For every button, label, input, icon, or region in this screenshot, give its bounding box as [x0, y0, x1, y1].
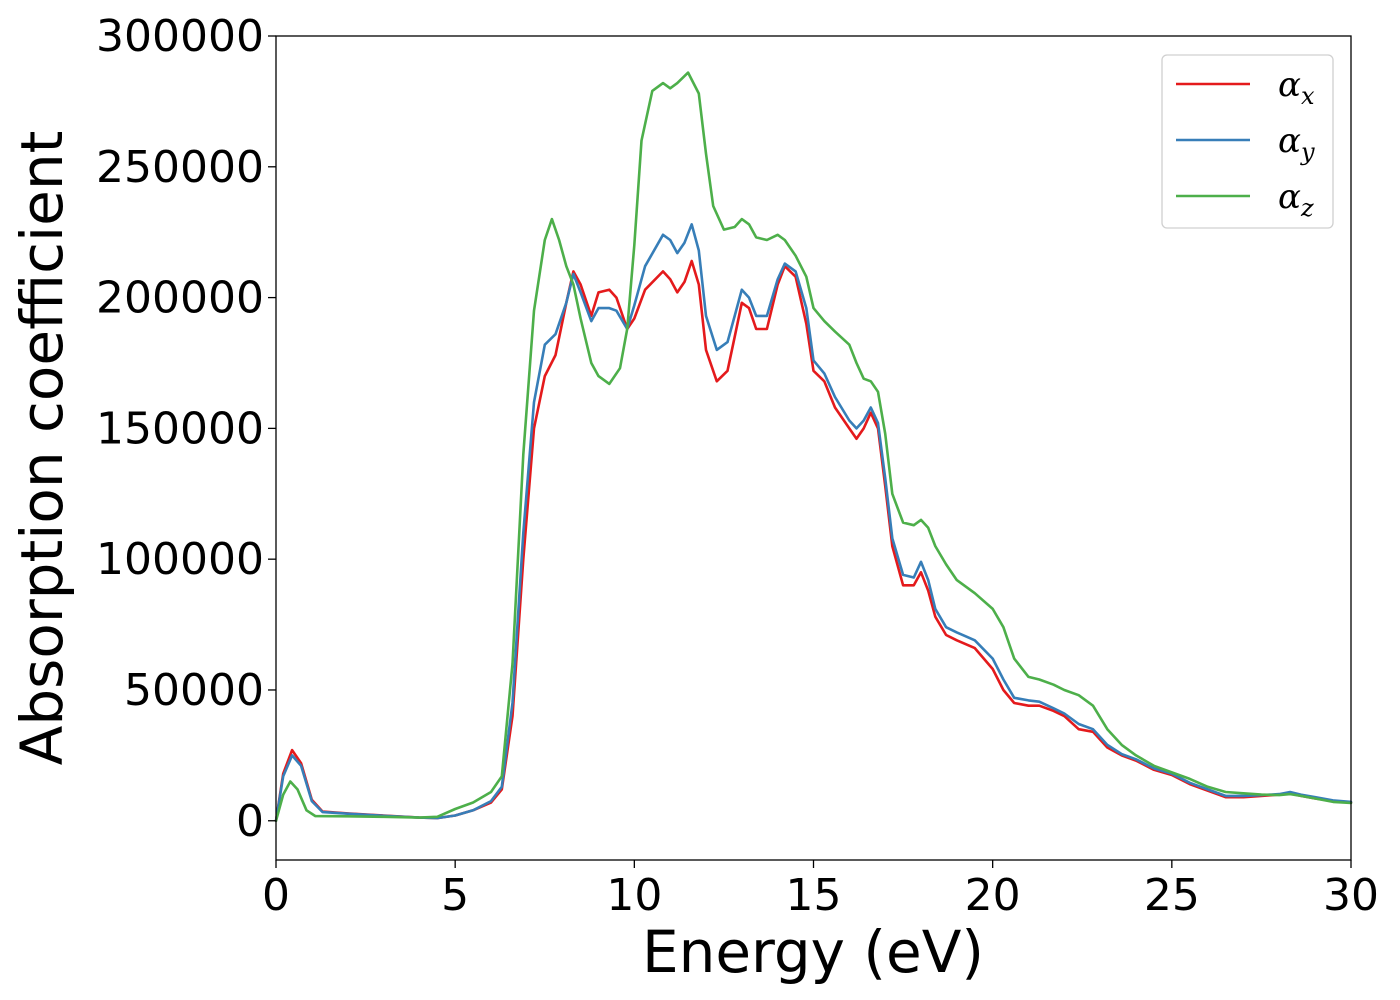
x-tick-label: 30: [1323, 870, 1379, 921]
legend-subscript-x: x: [1301, 82, 1315, 110]
x-tick-label: 10: [606, 870, 662, 921]
y-tick-label: 50000: [124, 665, 264, 716]
x-tick-label: 0: [262, 870, 290, 921]
y-tick-label: 100000: [96, 534, 264, 585]
y-tick-label: 200000: [96, 273, 264, 324]
y-tick-label: 0: [236, 796, 264, 847]
legend-subscript-y: y: [1300, 138, 1315, 166]
y-tick-label: 150000: [96, 403, 264, 454]
y-axis: 0 50000 100000 150000 200000 250000 300000: [96, 11, 276, 847]
legend-subscript-z: z: [1300, 194, 1314, 222]
x-tick-label: 25: [1144, 870, 1200, 921]
y-axis-label: Absorption coefficient: [8, 131, 76, 766]
y-tick-label: 300000: [96, 11, 264, 62]
y-tick-label: 250000: [96, 142, 264, 193]
x-tick-label: 15: [786, 870, 842, 921]
series-line-y: [274, 223, 1353, 823]
x-tick-label: 5: [441, 870, 469, 921]
series-line-z: [274, 71, 1353, 823]
series-line-x: [274, 259, 1353, 823]
x-tick-label: 20: [965, 870, 1021, 921]
x-axis-label: Energy (eV): [642, 918, 984, 986]
series-layer: [274, 71, 1353, 823]
x-axis: 0 5 10 15 20 25 30: [262, 860, 1379, 921]
legend-box: [1161, 54, 1334, 229]
